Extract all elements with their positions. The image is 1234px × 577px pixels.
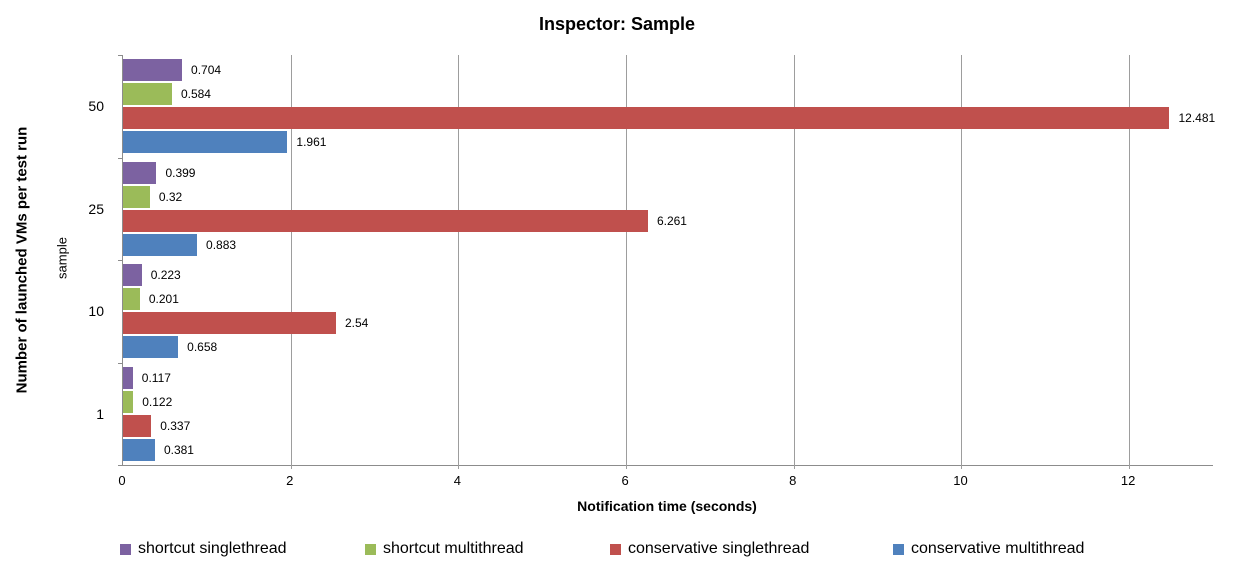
bar-shortcut-singlethread-cat-1 — [123, 366, 133, 389]
data-label-conservative-singlethread-cat-25: 6.261 — [656, 213, 687, 228]
data-label-conservative-multithread-cat-25: 0.883 — [206, 237, 237, 252]
x-axis-title: Notification time (seconds) — [577, 498, 757, 514]
y-axis-tickmark — [118, 55, 122, 56]
x-tick-label-4: 4 — [453, 473, 461, 488]
data-label-conservative-singlethread-cat-1: 0.337 — [160, 418, 191, 433]
y-category-label-50: 50 — [88, 98, 104, 115]
gridline-x-2 — [290, 55, 292, 469]
y-category-label-25: 25 — [88, 200, 104, 217]
bar-conservative-multithread-cat-50 — [123, 131, 288, 153]
bar-shortcut-singlethread-cat-10 — [123, 264, 142, 286]
x-tick-label-0: 0 — [118, 473, 126, 488]
data-label-conservative-multithread-cat-50: 1.961 — [296, 135, 327, 149]
data-label-conservative-singlethread-cat-50: 12.481 — [1178, 111, 1216, 125]
y-axis-subtitle: sample — [54, 237, 70, 279]
legend-marker-icon — [120, 543, 131, 555]
bar-conservative-singlethread-cat-1 — [123, 414, 152, 437]
y-axis-tickmark — [118, 260, 122, 261]
bar-shortcut-multithread-cat-1 — [123, 390, 134, 413]
legend-item-shortcut-multithread: shortcut multithread — [365, 540, 524, 558]
y-category-label-1: 1 — [96, 405, 104, 422]
legend-item-conservative-singlethread: conservative singlethread — [610, 540, 809, 558]
y-axis-title: Number of launched VMs per test run — [13, 126, 31, 394]
x-tick-label-8: 8 — [789, 473, 797, 488]
bar-shortcut-multithread-cat-50 — [123, 83, 172, 105]
bar-shortcut-multithread-cat-10 — [123, 288, 140, 310]
y-axis-tickmark — [118, 465, 122, 466]
data-label-conservative-singlethread-cat-10: 2.54 — [344, 316, 369, 330]
legend-label: shortcut singlethread — [138, 540, 287, 557]
gridline-x-4 — [458, 55, 460, 469]
y-axis-tickmark — [118, 363, 122, 364]
data-label-shortcut-multithread-cat-25: 0.32 — [158, 189, 183, 204]
legend-marker-icon — [893, 543, 904, 555]
legend-label: conservative singlethread — [628, 540, 810, 557]
legend-marker-icon — [365, 543, 376, 555]
gridline-x-12 — [1129, 55, 1131, 469]
x-axis-tick-labels: 0 2 4 6 8 10 12 — [118, 473, 1212, 489]
bar-conservative-singlethread-cat-10 — [123, 312, 336, 334]
data-label-shortcut-multithread-cat-10: 0.201 — [148, 292, 179, 306]
x-tick-label-10: 10 — [953, 473, 968, 488]
data-label-shortcut-singlethread-cat-50: 0.704 — [191, 63, 222, 77]
data-label-shortcut-multithread-cat-50: 0.584 — [180, 87, 211, 101]
data-label-shortcut-multithread-cat-1: 0.122 — [142, 394, 173, 409]
legend-label: shortcut multithread — [383, 540, 524, 557]
gridline-x-10 — [961, 55, 963, 469]
bar-shortcut-singlethread-cat-50 — [123, 59, 183, 81]
legend-marker-icon — [610, 543, 621, 555]
bar-conservative-multithread-cat-10 — [123, 336, 179, 358]
data-label-shortcut-singlethread-cat-25: 0.399 — [165, 165, 196, 180]
legend-label: conservative multithread — [911, 540, 1085, 557]
y-axis-tickmark — [118, 158, 122, 159]
data-label-shortcut-singlethread-cat-1: 0.117 — [141, 370, 171, 385]
gridline-x-8 — [793, 55, 795, 469]
x-tick-label-12: 12 — [1120, 473, 1136, 488]
x-tick-label-6: 6 — [621, 473, 629, 488]
legend: shortcut singlethread shortcut multithrea… — [0, 540, 1234, 564]
legend-item-conservative-multithread: conservative multithread — [893, 540, 1084, 558]
y-category-label-10: 10 — [88, 303, 104, 320]
bar-conservative-multithread-cat-25 — [123, 233, 198, 256]
chart-title: Inspector: Sample — [538, 14, 696, 34]
data-label-conservative-multithread-cat-10: 0.658 — [187, 340, 218, 354]
gridline-x-6 — [626, 55, 628, 469]
data-label-conservative-multithread-cat-1: 0.381 — [163, 442, 194, 457]
data-label-shortcut-singlethread-cat-10: 0.223 — [150, 268, 181, 282]
legend-item-shortcut-singlethread: shortcut singlethread — [120, 540, 287, 558]
bar-shortcut-multithread-cat-25 — [123, 185, 150, 208]
bar-shortcut-singlethread-cat-25 — [123, 161, 157, 184]
plot-area: 0.704 0.584 12.481 1.961 0.399 0.32 6.261 0.883… — [118, 55, 1216, 469]
bar-conservative-singlethread-cat-50 — [123, 107, 1170, 129]
bar-conservative-singlethread-cat-25 — [123, 209, 648, 232]
x-tick-label-2: 2 — [286, 473, 294, 488]
bar-conservative-multithread-cat-1 — [123, 438, 155, 461]
